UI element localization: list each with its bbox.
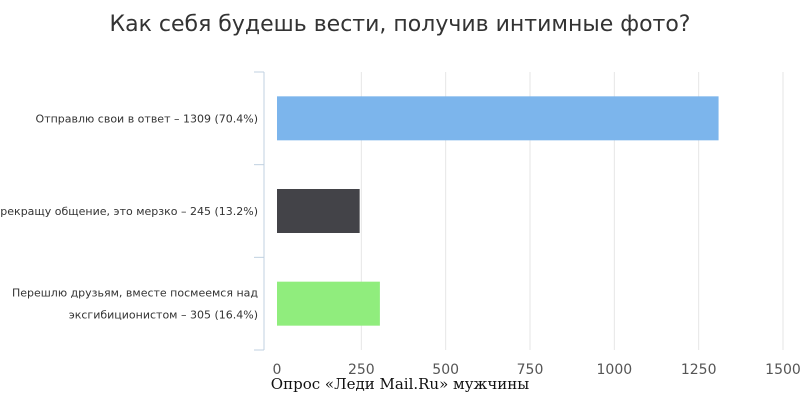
x-tick-label: 500 [432,362,459,378]
x-tick-label: 1250 [681,362,717,378]
category-label: Перешлю друзьям, вместе посмеемся над [12,287,258,300]
x-tick-label: 1500 [765,362,800,378]
bar [277,281,380,326]
category-labels: Отправлю свои в ответ – 1309 (70.4%) Прек… [0,112,258,321]
chart-title: Как себя будешь вести, получив интимные … [109,12,691,37]
category-label: Отправлю свои в ответ – 1309 (70.4%) [36,112,258,125]
value-axis-ticks: 0 250 500 750 1000 1250 1500 [273,362,800,378]
bar [277,96,719,141]
x-tick-label: 750 [517,362,544,378]
category-label: эксгибиционистом – 305 (16.4%) [69,309,258,322]
category-label: Прекращу общение, это мерзко – 245 (13.2… [0,205,258,218]
x-tick-label: 1000 [597,362,633,378]
x-tick-label: 250 [348,362,375,378]
x-tick-label: 0 [273,362,282,378]
source-caption: Опрос «Леди Mail.Ru» мужчины [270,375,530,393]
bars [277,96,719,326]
bar [277,189,360,233]
category-axis [254,71,265,351]
